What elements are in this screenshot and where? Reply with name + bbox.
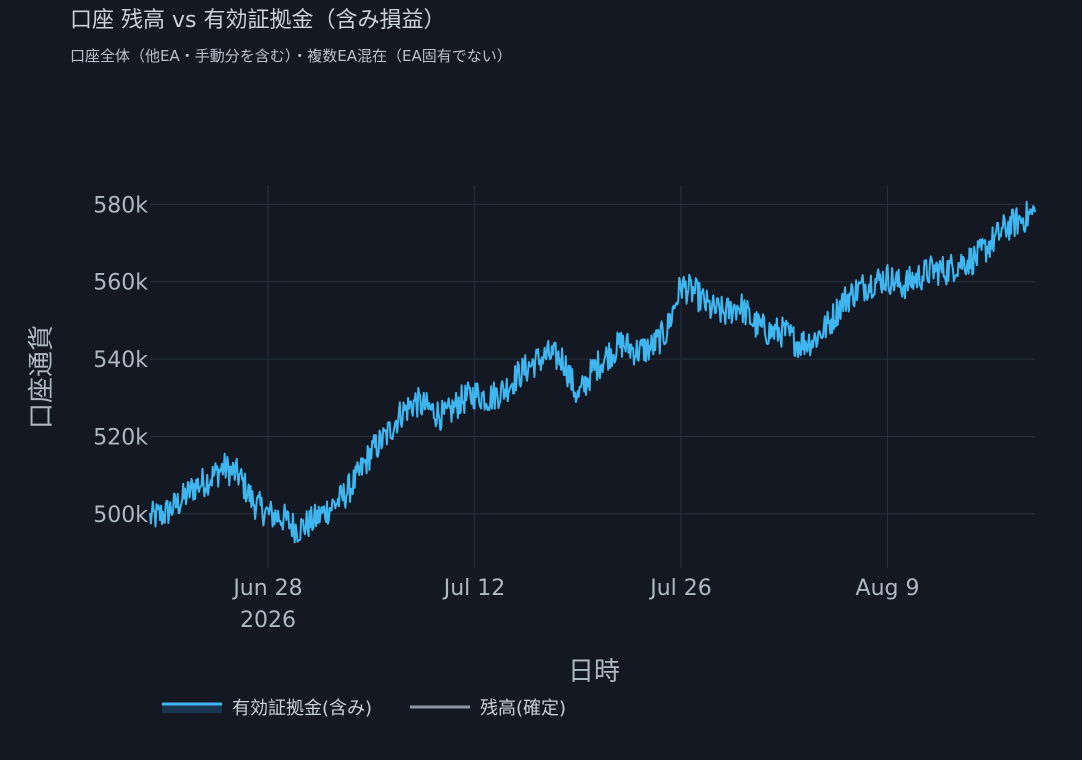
y-tick-label: 540k	[93, 348, 148, 373]
x-tick-label: Jun 28	[231, 576, 302, 601]
series-line-0	[149, 200, 1036, 544]
x-tick-label: Aug 9	[856, 576, 920, 601]
x-tick-label: Jul 26	[648, 576, 712, 601]
x-tick-sublabel: 2026	[240, 608, 296, 633]
y-axis-title: 口座通貨	[27, 325, 57, 429]
chart-subtitle: 口座全体（他EA・手動分を含む）・複数EA混在（EA固有でない）	[70, 47, 512, 65]
series-layer	[149, 200, 1036, 544]
legend-label-equity: 有効証拠金(含み)	[232, 698, 372, 719]
legend-item-equity[interactable]: 有効証拠金(含み)	[162, 698, 372, 719]
y-tick-label: 580k	[93, 193, 148, 218]
legend[interactable]: 有効証拠金(含み) 残高(確定)	[162, 698, 566, 719]
legend-swatch-equity	[162, 703, 222, 713]
grid	[150, 185, 1035, 568]
y-tick-label: 560k	[93, 271, 148, 296]
y-tick-label: 520k	[93, 425, 148, 450]
y-tick-label: 500k	[93, 503, 148, 528]
x-axis-title: 日時	[568, 657, 620, 687]
tick-labels: 500k 520k 540k 560k 580k Jun 28 2026 Jul 12 Jul …	[93, 193, 919, 633]
x-tick-label: Jul 12	[442, 576, 506, 601]
chart-title: 口座 残高 vs 有効証拠金（含み損益）	[70, 8, 446, 33]
legend-label-balance: 残高(確定)	[480, 698, 566, 719]
legend-item-balance[interactable]: 残高(確定)	[410, 698, 566, 719]
